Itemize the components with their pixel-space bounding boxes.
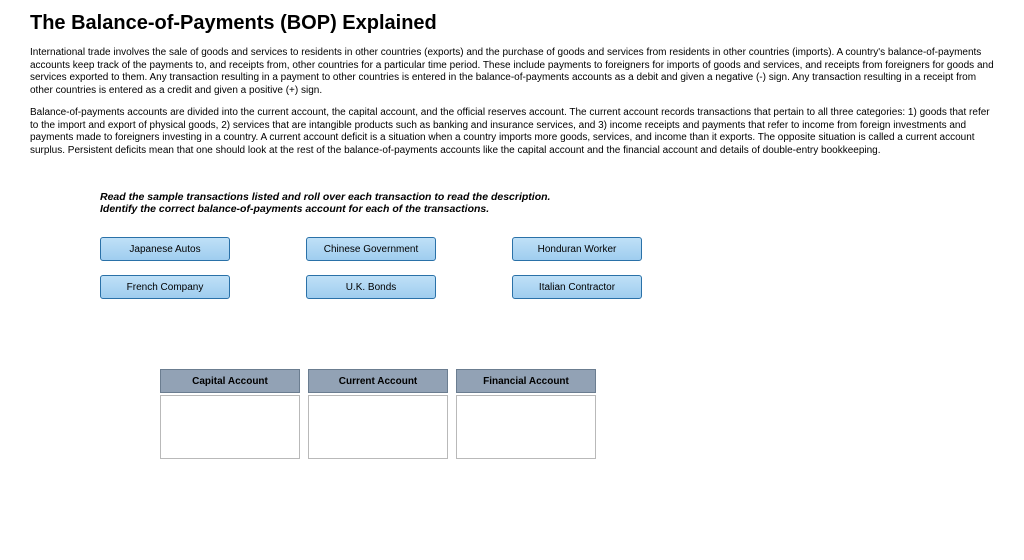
account-current-header: Current Account (308, 369, 448, 393)
account-financial-dropzone[interactable] (456, 395, 596, 459)
instructions-line-2: Identify the correct balance-of-payments… (100, 203, 489, 215)
account-financial: Financial Account (456, 369, 596, 459)
account-capital-dropzone[interactable] (160, 395, 300, 459)
transactions-grid: Japanese Autos Chinese Government Hondur… (100, 237, 994, 299)
account-current: Current Account (308, 369, 448, 459)
accounts-row: Capital Account Current Account Financia… (160, 369, 994, 459)
transaction-italian-contractor[interactable]: Italian Contractor (512, 275, 642, 299)
account-capital-header: Capital Account (160, 369, 300, 393)
instructions-line-1: Read the sample transactions listed and … (100, 191, 550, 203)
intro-paragraph-1: International trade involves the sale of… (30, 47, 994, 97)
transaction-honduran-worker[interactable]: Honduran Worker (512, 237, 642, 261)
account-capital: Capital Account (160, 369, 300, 459)
transaction-japanese-autos[interactable]: Japanese Autos (100, 237, 230, 261)
transaction-uk-bonds[interactable]: U.K. Bonds (306, 275, 436, 299)
transaction-french-company[interactable]: French Company (100, 275, 230, 299)
transaction-chinese-government[interactable]: Chinese Government (306, 237, 436, 261)
page-title: The Balance-of-Payments (BOP) Explained (30, 12, 994, 35)
account-financial-header: Financial Account (456, 369, 596, 393)
intro-paragraph-2: Balance-of-payments accounts are divided… (30, 107, 994, 157)
account-current-dropzone[interactable] (308, 395, 448, 459)
instructions: Read the sample transactions listed and … (100, 191, 994, 215)
